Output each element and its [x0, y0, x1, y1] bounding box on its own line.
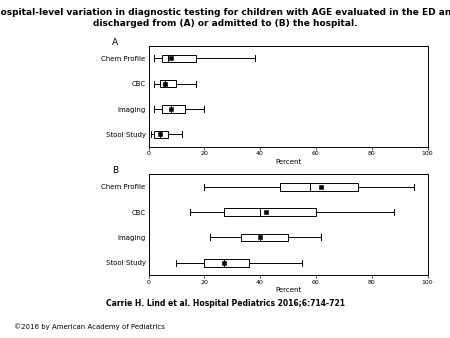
Text: Carrie H. Lind et al. Hospital Pediatrics 2016;6:714-721: Carrie H. Lind et al. Hospital Pediatric…: [105, 299, 345, 308]
Bar: [224, 208, 316, 216]
Text: Hospital-level variation in diagnostic testing for children with AGE evaluated i: Hospital-level variation in diagnostic t…: [0, 8, 450, 18]
X-axis label: Percent: Percent: [275, 159, 301, 165]
Text: A: A: [112, 38, 118, 47]
X-axis label: Percent: Percent: [275, 287, 301, 293]
Bar: [160, 80, 176, 88]
Bar: [204, 259, 249, 267]
Bar: [279, 183, 358, 191]
Bar: [162, 54, 196, 62]
Text: discharged from (A) or admitted to (B) the hospital.: discharged from (A) or admitted to (B) t…: [93, 19, 357, 28]
Bar: [241, 234, 288, 241]
Bar: [154, 130, 168, 138]
Text: ©2016 by American Academy of Pediatrics: ©2016 by American Academy of Pediatrics: [14, 323, 164, 330]
Bar: [162, 105, 185, 113]
Text: B: B: [112, 166, 118, 175]
